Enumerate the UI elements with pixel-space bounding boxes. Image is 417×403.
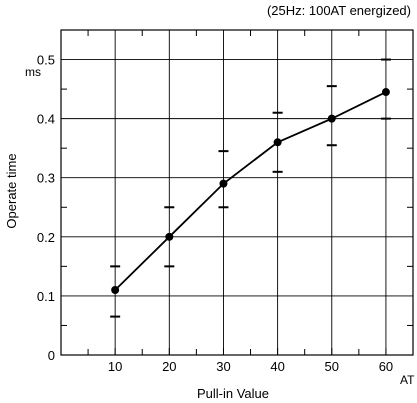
x-tick-label: 30	[216, 359, 230, 374]
y-tick-label: 0.1	[37, 289, 55, 304]
error-bars	[110, 58, 391, 318]
data-point	[381, 88, 390, 97]
x-tick-label: 10	[108, 359, 122, 374]
data-point	[219, 179, 228, 188]
data-point	[273, 138, 282, 147]
x-tick-label: 40	[270, 359, 284, 374]
x-tick-label: 50	[325, 359, 339, 374]
y-tick-label: 0.2	[37, 230, 55, 245]
data-point	[111, 286, 120, 294]
chart-title: (25Hz: 100AT energized)	[267, 3, 411, 18]
y-unit-label: ms	[25, 65, 41, 79]
y-axis-label: Operate time	[4, 153, 19, 228]
x-tick-label: 20	[162, 359, 176, 374]
x-unit-label: AT	[400, 373, 415, 387]
x-tick-label: 60	[379, 359, 393, 374]
data-point	[327, 114, 336, 123]
y-tick-label: 0	[48, 348, 55, 363]
tick-marks	[61, 30, 413, 355]
x-tick-labels: 10 20 30 40 50 60	[108, 359, 393, 374]
x-axis-label: Pull-in Value	[197, 386, 269, 401]
series-polyline	[114, 91, 387, 291]
y-tick-label: 0.4	[37, 112, 55, 127]
grid	[61, 30, 413, 355]
y-tick-labels: 0 0.1 0.2 0.3 0.4 0.5	[37, 53, 55, 363]
y-tick-label: 0.3	[37, 171, 55, 186]
y-tick-label: 0.5	[37, 53, 55, 68]
plot-frame	[60, 29, 414, 356]
data-points	[111, 88, 390, 294]
data-point	[165, 232, 174, 241]
series-line	[114, 91, 387, 291]
